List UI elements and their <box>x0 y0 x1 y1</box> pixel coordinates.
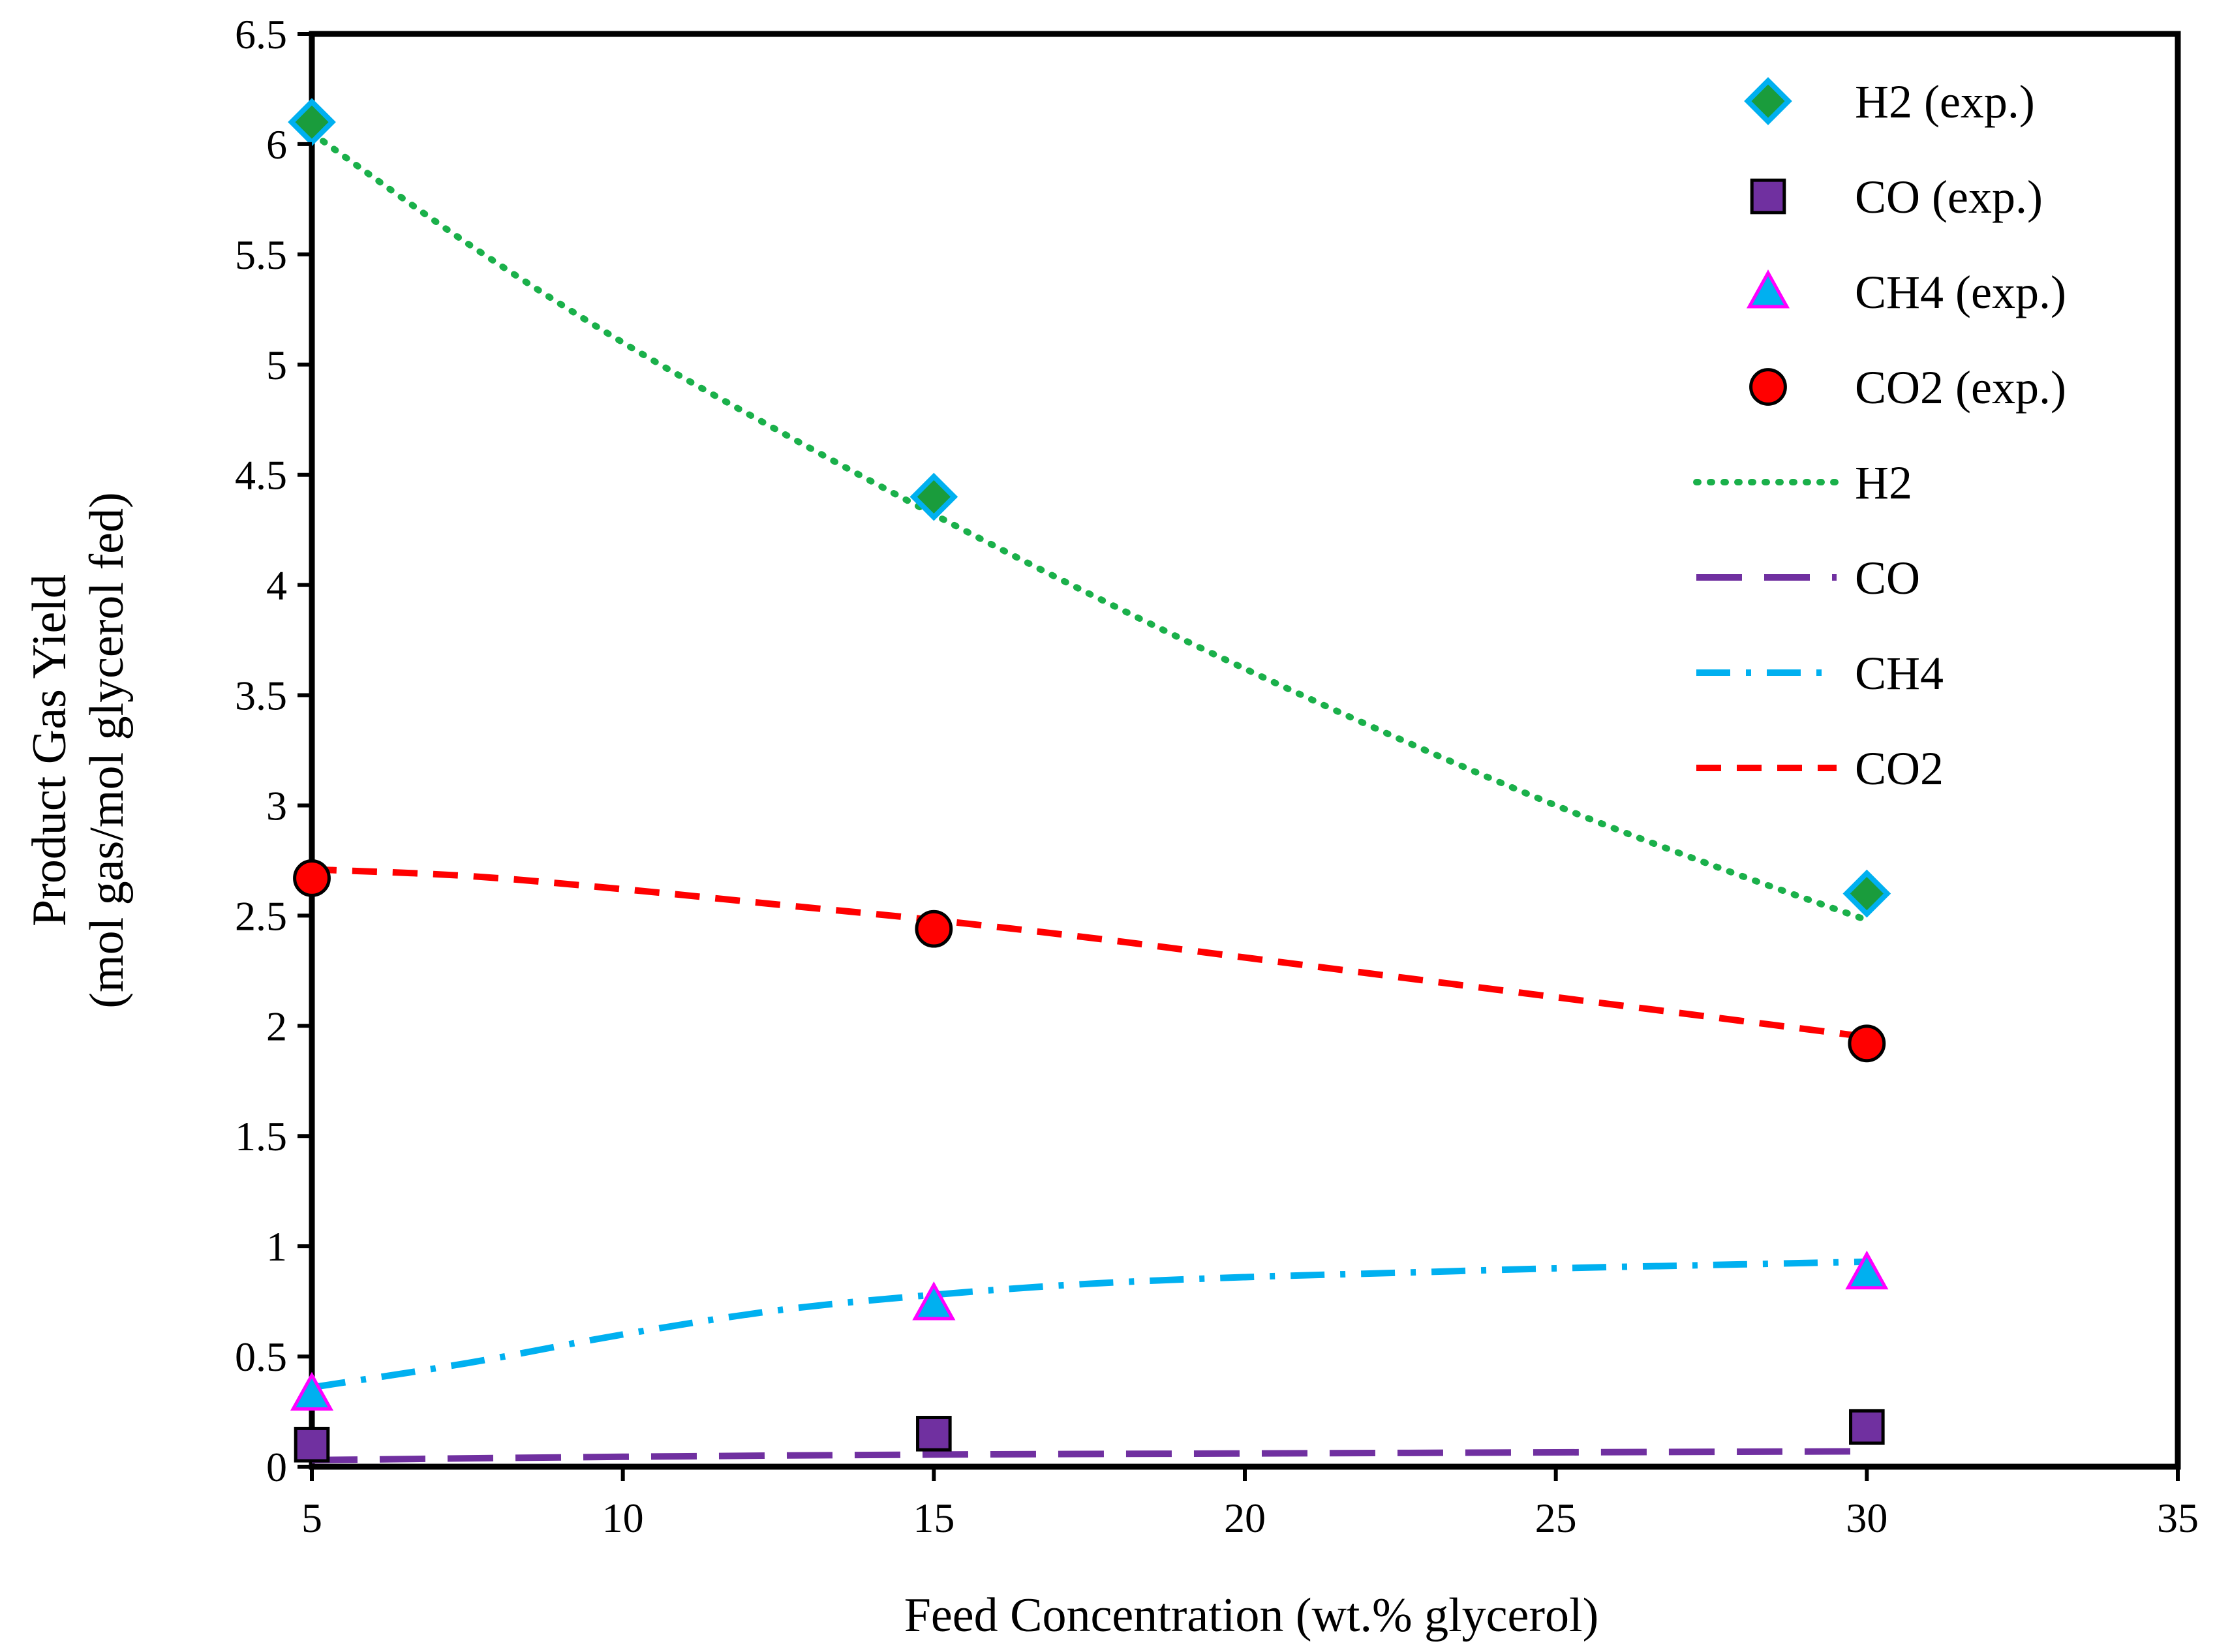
x-tick-label: 25 <box>1535 1495 1577 1541</box>
legend-swatch-co2-exp <box>1749 368 1787 406</box>
legend-label-co-exp: CO (exp.) <box>1855 171 2043 223</box>
legend-label-ch4-exp: CH4 (exp.) <box>1855 266 2066 318</box>
y-axis-title-line1: Product Gas Yield <box>23 574 76 926</box>
data-point-ch4-exp <box>912 1281 956 1321</box>
legend-label-co: CO <box>1855 552 1920 604</box>
x-tick-label: 10 <box>602 1495 644 1541</box>
y-tick-label: 0 <box>266 1444 287 1490</box>
y-tick-label: 1 <box>266 1223 287 1270</box>
x-tick-label: 5 <box>301 1495 322 1541</box>
x-axis-title: Feed Concentration (wt.% glycerol) <box>904 1589 1598 1642</box>
y-tick-label: 3 <box>266 782 287 829</box>
y-tick-label: 4.5 <box>235 452 287 498</box>
series-line-co2 <box>311 866 1867 1041</box>
y-tick-label: 1.5 <box>235 1113 287 1159</box>
legend-label-h2-exp: H2 (exp.) <box>1855 76 2035 128</box>
legend-label-co2: CO2 <box>1855 742 1944 795</box>
x-tick-label: 20 <box>1224 1495 1266 1541</box>
series-line-ch4 <box>311 1258 1867 1391</box>
legend-label-h2: H2 <box>1855 457 1912 509</box>
x-tick-label: 30 <box>1846 1495 1887 1541</box>
y-tick-label: 5 <box>266 342 287 388</box>
data-point-co2-exp <box>293 859 331 897</box>
y-tick-label: 4 <box>266 562 287 609</box>
data-point-ch4-exp <box>290 1371 334 1411</box>
x-tick-label: 15 <box>913 1495 955 1541</box>
y-tick-label: 2 <box>266 1003 287 1049</box>
series-line-co <box>311 1448 1867 1463</box>
data-point-co2-exp <box>915 910 953 948</box>
axes: 0 0.5 1 1.5 2 2.5 3 3.5 4 4.5 5 5.5 6 6.5 5 10 15 20 25 30 3… <box>23 11 2199 1642</box>
legend-swatch-ch4-exp <box>1746 269 1790 309</box>
legend-label-co2-exp: CO2 (exp.) <box>1855 361 2066 414</box>
data-point-ch4-exp <box>1845 1250 1889 1290</box>
legend-swatch-h2-exp <box>1744 77 1792 125</box>
experimental-markers <box>288 98 1891 1463</box>
data-point-co-exp <box>916 1416 952 1452</box>
series-line-h2 <box>309 130 1871 924</box>
y-tick-label: 6.5 <box>235 11 287 57</box>
y-tick-label: 3.5 <box>235 673 287 719</box>
x-tick-label: 35 <box>2157 1495 2199 1541</box>
y-tick-label: 0.5 <box>235 1334 287 1380</box>
data-point-h2-exp <box>1842 869 1891 918</box>
y-tick-label: 5.5 <box>235 232 287 278</box>
data-point-co2-exp <box>1848 1024 1886 1063</box>
legend-swatch-co-exp <box>1750 178 1786 215</box>
y-axis-title-line2: (mol gas/mol glycerol fed) <box>80 492 134 1008</box>
model-lines <box>309 130 1871 1463</box>
data-point-co-exp <box>1849 1409 1885 1445</box>
y-tick-label: 2.5 <box>235 893 287 939</box>
legend-label-ch4: CH4 <box>1855 647 1944 699</box>
legend: H2 (exp.) CO (exp.) CH4 (exp.) CO2 (exp.) H2… <box>1693 76 2066 795</box>
data-point-h2-exp <box>909 472 958 521</box>
data-point-co-exp <box>294 1426 330 1463</box>
data-point-h2-exp <box>288 98 336 146</box>
y-tick-label: 6 <box>266 121 287 168</box>
